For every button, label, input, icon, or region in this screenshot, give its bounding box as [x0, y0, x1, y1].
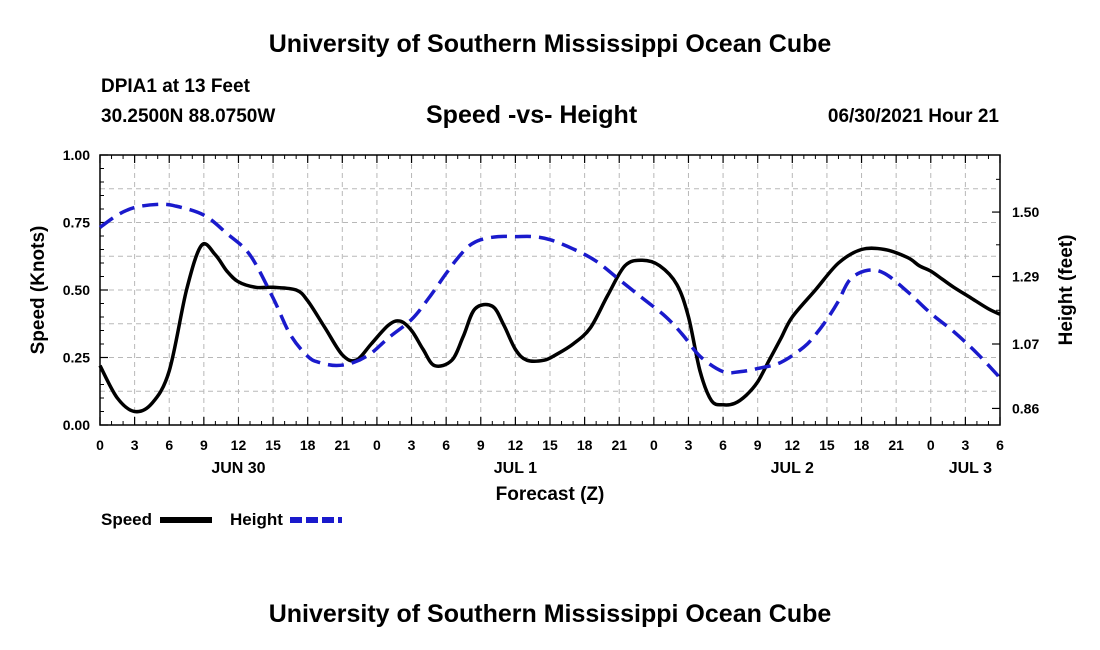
x-tick-label: 18 [577, 437, 593, 453]
x-tick-label: 15 [819, 437, 835, 453]
grid-layer [100, 155, 1000, 425]
y2-tick-label: 1.29 [1012, 269, 1039, 285]
series-line-speed [98, 242, 1001, 414]
x-tick-label: 3 [131, 437, 139, 453]
legend-height-label: Height [230, 510, 283, 529]
day-label: JUL 1 [494, 460, 537, 477]
x-tick-label: 9 [754, 437, 762, 453]
y2-tick-label: 1.07 [1012, 336, 1039, 352]
x-tick-label: 3 [961, 437, 969, 453]
y-tick-label: 1.00 [63, 147, 90, 163]
y-axis-title: Speed (Knots) [28, 226, 49, 355]
x-tick-label: 9 [477, 437, 485, 453]
x-tick-label: 0 [650, 437, 658, 453]
x-axis-title: Forecast (Z) [496, 484, 605, 505]
chart-title: Speed -vs- Height [426, 101, 638, 129]
x-tick-label: 18 [854, 437, 870, 453]
y2-tick-label: 1.50 [1012, 204, 1039, 220]
x-tick-label: 6 [442, 437, 450, 453]
y-tick-label: 0.25 [63, 350, 90, 366]
x-tick-label: 21 [888, 437, 904, 453]
legend: Speed Height [101, 510, 342, 529]
x-tick-label: 6 [719, 437, 727, 453]
x-tick-label: 21 [611, 437, 627, 453]
y-tick-label: 0.50 [63, 282, 90, 298]
x-tick-label: 21 [335, 437, 351, 453]
y-tick-label: 0.00 [63, 417, 90, 433]
footer-title: University of Southern Mississippi Ocean… [268, 600, 832, 628]
x-tick-label: 3 [685, 437, 693, 453]
coordinates-label: 30.2500N 88.0750W [101, 106, 276, 127]
day-label: JUL 2 [771, 460, 814, 477]
x-tick-label: 6 [996, 437, 1004, 453]
series-line-height [98, 202, 1002, 379]
y2-tick-label: 0.86 [1012, 400, 1039, 416]
y-tick-label: 0.75 [63, 215, 90, 231]
x-tick-label: 15 [265, 437, 281, 453]
x-tick-label: 0 [373, 437, 381, 453]
day-label: JUL 3 [949, 460, 992, 477]
day-label: JUN 30 [211, 460, 265, 477]
x-tick-label: 6 [165, 437, 173, 453]
x-tick-label: 3 [408, 437, 416, 453]
x-tick-label: 15 [542, 437, 558, 453]
x-tick-label: 12 [231, 437, 247, 453]
x-tick-label: 12 [785, 437, 801, 453]
tick-layer: 0 3 6 9 12 15 18 21 0 3 6 9 12 15 18 21 0 3 6 9 12 15 18 21 0 3 6J… [63, 147, 1040, 477]
page-title: University of Southern Mississippi Ocean… [268, 30, 832, 58]
x-tick-label: 0 [96, 437, 104, 453]
run-time-label: 06/30/2021 Hour 21 [827, 106, 999, 127]
series-layer [98, 202, 1002, 414]
x-tick-label: 9 [200, 437, 208, 453]
station-label: DPIA1 at 13 Feet [101, 76, 250, 97]
x-tick-label: 12 [508, 437, 524, 453]
legend-speed-label: Speed [101, 510, 152, 529]
x-tick-label: 18 [300, 437, 316, 453]
y2-axis-title: Height (feet) [1056, 235, 1077, 346]
x-tick-label: 0 [927, 437, 935, 453]
